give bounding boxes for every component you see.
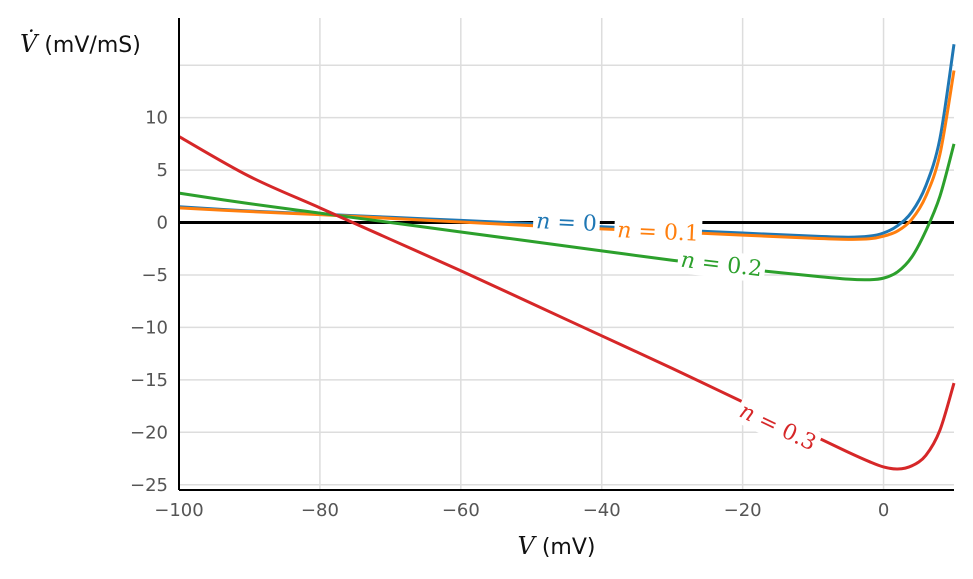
series-label-var: n [536,209,551,235]
x-axis-title: V (mV) [518,532,596,560]
series-line-1 [178,70,956,241]
series-label-value: = 0 [550,209,597,236]
axis-titles: V (mV) V̇ (mV/mS) [20,30,595,560]
series-label-background [676,245,767,284]
x-tick-label: −60 [442,500,480,521]
x-axis-variable: V [518,532,538,560]
series-label-0: n = 0 [532,207,601,238]
axes [178,18,954,491]
y-tick-label: −15 [130,370,168,391]
y-axis-unit: (mV/mS) [37,33,140,58]
series-label-3: n = 0.3 [732,396,824,459]
y-axis-title: V̇ (mV/mS) [20,30,141,58]
series-label-value: = 0.3 [748,404,820,456]
data-series [178,44,956,471]
x-axis-unit: (mV) [535,535,596,560]
x-tick-label: −40 [583,500,621,521]
series-line-0 [178,44,956,239]
y-tick-label: 5 [157,160,168,181]
series-label-var: n [680,247,697,274]
y-axis-variable: V̇ [20,30,40,58]
x-tick-label: −100 [154,500,203,521]
y-tick-label: −25 [130,475,168,496]
y-tick-label: −5 [141,265,168,286]
y-tick-label: 10 [145,108,168,129]
series-label-value: = 0.2 [694,249,764,282]
series-label-text: n = 0.1 [617,218,700,247]
series-label-1: n = 0.1 [613,216,703,248]
series-label-background [732,396,824,459]
series-label-text: n = 0 [536,209,598,237]
x-tick-label: −80 [301,500,339,521]
series-label-background [532,207,601,238]
grid-lines [178,18,954,490]
series-label-text: n = 0.2 [680,247,764,281]
series-line-3 [178,135,956,471]
tick-labels: −100 −80 −60 −40 −20 0 −25 −20 −15 −10 −5 0 5 10 [130,108,889,521]
series-label-var: n [617,218,632,244]
series-label-background [613,216,703,248]
series-label-value: = 0.1 [631,218,699,246]
series-label-2: n = 0.2 [676,245,767,284]
x-tick-label: 0 [878,500,889,521]
x-tick-label: −20 [724,500,762,521]
y-tick-label: −10 [130,317,168,338]
y-tick-label: −20 [130,422,168,443]
y-tick-label: 0 [157,213,168,234]
